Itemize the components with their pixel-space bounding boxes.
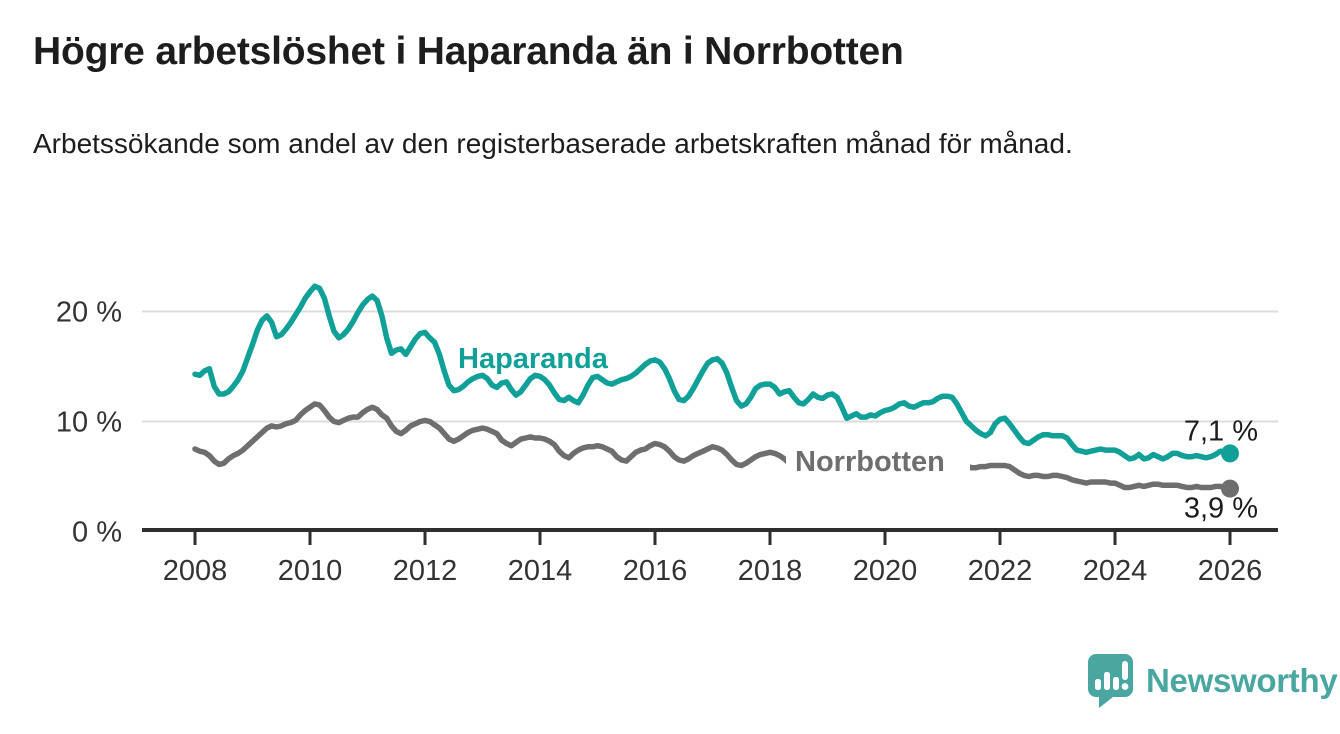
newsworthy-logo-text: Newsworthy (1146, 662, 1338, 699)
haparanda-line (192, 283, 1233, 462)
exclamation-dot-icon (1121, 683, 1129, 690)
series-label-norrbotten: Norrbotten (795, 446, 945, 478)
x-tick-label-2020: 2020 (853, 555, 918, 587)
x-tick-label-2012: 2012 (393, 555, 458, 587)
haparanda-end-dot (1221, 444, 1239, 463)
speech-bubble-shape (1088, 654, 1133, 708)
y-axis-label-0: 0 % (72, 517, 122, 549)
x-tick-label-2016: 2016 (623, 555, 688, 587)
x-tick-label-2026: 2026 (1198, 555, 1263, 587)
bar-icon-3 (1113, 677, 1119, 690)
x-tick-label-2014: 2014 (508, 555, 573, 587)
x-tick-label-2024: 2024 (1083, 555, 1148, 587)
x-tick-label-2008: 2008 (163, 555, 228, 587)
y-axis-label-20: 20 % (56, 297, 122, 329)
series-label-haparanda: Haparanda (458, 343, 609, 375)
norrbotten-end-dot (1221, 479, 1239, 498)
newsworthy-logo: Newsworthy (1086, 652, 1338, 710)
label-mask (786, 444, 970, 478)
norrbotten-end-value: 3,9 % (1184, 493, 1258, 525)
bar-icon-1 (1095, 679, 1101, 690)
x-tick-label-2018: 2018 (738, 555, 803, 587)
chart-subtitle: Arbetssökande som andel av den registerb… (33, 128, 1073, 159)
y-axis-label-10: 10 % (56, 407, 122, 439)
norrbotten-line (192, 401, 1233, 492)
x-tick-label-2010: 2010 (278, 555, 343, 587)
exclamation-bar-icon (1122, 661, 1128, 680)
newsworthy-logo-icon (1088, 654, 1133, 708)
bar-icon-2 (1104, 672, 1110, 690)
haparanda-end-value: 7,1 % (1184, 415, 1258, 447)
x-tick-label-2022: 2022 (968, 555, 1033, 587)
page-title: Högre arbetslöshet i Haparanda än i Norr… (33, 30, 904, 73)
